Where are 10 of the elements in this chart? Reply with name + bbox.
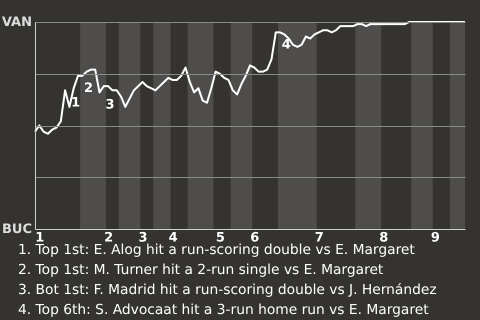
text: 2. Top 1st: M. Turner hit a 2-run single vs E. Margaret: [18, 262, 384, 278]
text: BUC: [2, 222, 32, 237]
annotation: 4: [282, 37, 291, 52]
text: VAN: [2, 15, 32, 30]
text: 4. Top 6th: S. Advocaat hit a 3-run home run vs E. Margaret: [18, 302, 430, 318]
annotation: 1: [71, 95, 80, 110]
text: 3. Bot 1st: F. Madrid hit a run-scoring double vs J. Hernández: [18, 282, 437, 298]
x-tick-label: 9: [430, 230, 440, 246]
annotation: 2: [84, 80, 94, 96]
annotation: 3: [106, 97, 115, 112]
